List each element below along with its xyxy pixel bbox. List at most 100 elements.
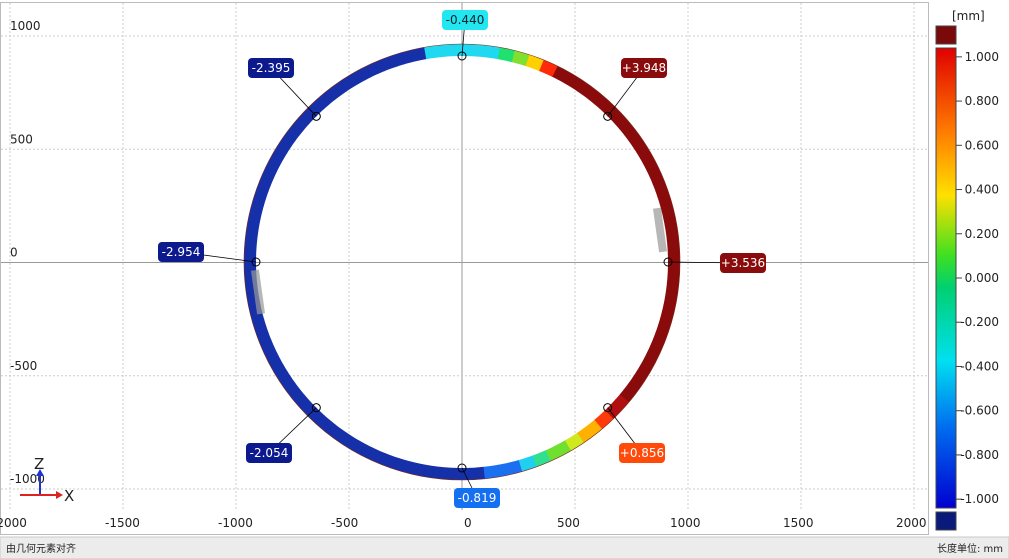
x-tick-label: -500	[331, 516, 358, 530]
callout-point	[603, 111, 613, 121]
ring-segment	[339, 77, 353, 92]
ring-segment	[588, 419, 603, 434]
ring-segment	[650, 338, 665, 351]
ring-segment	[299, 399, 315, 414]
callout-box	[442, 10, 488, 30]
ring-segment	[294, 116, 309, 131]
ring-segment	[588, 89, 603, 105]
ring-segment	[659, 201, 674, 213]
ring-segment	[655, 186, 670, 199]
ring-segment	[632, 139, 647, 153]
callout-label: -2.954	[162, 245, 201, 259]
callout-box	[246, 443, 292, 463]
callout-label: -0.440	[446, 13, 485, 27]
ring-segment	[424, 464, 435, 478]
ring-segment	[269, 358, 284, 372]
ring-segment	[265, 159, 281, 173]
ring-segment	[636, 145, 651, 160]
callout-label: +0.856	[620, 446, 664, 460]
ring-segment	[345, 73, 360, 88]
ring-segment	[423, 46, 434, 60]
colorbar-unit: [mm]	[952, 9, 985, 23]
ring-segment	[663, 297, 677, 308]
ring-segment	[256, 180, 272, 193]
ring-segment	[245, 231, 259, 242]
ring-segment	[619, 121, 634, 136]
axis-indicator: Z X	[20, 455, 74, 505]
ring-segment	[285, 383, 301, 397]
ring-segment	[636, 364, 652, 378]
ring-segment	[315, 95, 330, 110]
callout-point	[457, 51, 467, 61]
ring-segment	[525, 455, 538, 470]
ring-segment	[661, 208, 676, 220]
callout-box	[720, 253, 766, 273]
ring-segment	[647, 345, 662, 358]
ring-segment	[305, 405, 320, 420]
ring-segment	[352, 69, 366, 84]
x-tick-label: 1500	[783, 516, 814, 530]
shadow-patch	[250, 269, 266, 315]
ring-segment	[610, 399, 625, 414]
status-right: 长度单位: mm	[937, 542, 1003, 555]
callout-point	[457, 463, 467, 473]
ring-segment	[358, 66, 372, 81]
ring-segment	[583, 423, 597, 439]
callout-label: +3.948	[622, 61, 666, 75]
ring-segment	[290, 388, 305, 403]
x-tick-label: -2000	[0, 516, 27, 530]
ring-segment	[504, 48, 515, 63]
ring-segment	[439, 466, 449, 480]
ring-segment	[664, 289, 678, 300]
ring-segment	[652, 331, 668, 344]
ring-segment	[571, 432, 585, 447]
x-tick-label: -1000	[218, 516, 253, 530]
ring-segment	[657, 193, 672, 206]
callout-label: +3.536	[721, 256, 765, 270]
ring-segment	[518, 457, 531, 472]
y-tick-label: -500	[10, 359, 37, 373]
ring-segment	[665, 282, 679, 293]
ring-segment	[538, 59, 551, 74]
ring-segment	[247, 216, 261, 227]
ring-segment	[252, 194, 267, 206]
ring-segment	[245, 283, 259, 294]
ring-segment	[657, 318, 672, 330]
z-arrow-head	[36, 469, 44, 476]
ring-segment	[504, 461, 516, 476]
x-arrow-head	[56, 491, 63, 499]
ring-segment	[254, 325, 269, 338]
colorbar-tick-label: -0.600	[960, 404, 999, 418]
ring-segment	[254, 187, 269, 200]
ring-segment	[244, 276, 258, 286]
ring-segment	[394, 457, 406, 472]
ring-segment	[401, 50, 413, 65]
ring-segment	[408, 48, 420, 63]
callout-box	[621, 58, 667, 78]
ring-segment	[518, 52, 530, 67]
ring-segment	[661, 304, 676, 315]
ring-segment	[576, 80, 591, 96]
ring-segment	[365, 62, 379, 78]
ring-segment	[316, 415, 331, 430]
ring-segment	[489, 46, 500, 60]
ring-segment	[257, 332, 272, 345]
callout-box	[158, 242, 204, 262]
ring-segment	[321, 419, 336, 435]
y-tick-label: 1000	[10, 19, 41, 33]
ring-segment	[380, 452, 393, 468]
ring-segment	[655, 324, 670, 337]
ring-segment	[430, 45, 441, 59]
colorbar-tick-label: 1.000	[965, 50, 999, 64]
ring-segment	[299, 110, 314, 125]
y-tick-label: 0	[10, 246, 18, 260]
ring-segment	[244, 239, 258, 249]
x-tick-label: -1500	[105, 516, 140, 530]
ring-segment	[646, 165, 662, 179]
ring-segment	[285, 127, 300, 142]
ring-segment	[599, 409, 614, 425]
ring-segment	[482, 45, 493, 59]
callout-box	[248, 58, 294, 78]
ring-segment	[660, 311, 674, 323]
ring-segment	[262, 166, 277, 179]
